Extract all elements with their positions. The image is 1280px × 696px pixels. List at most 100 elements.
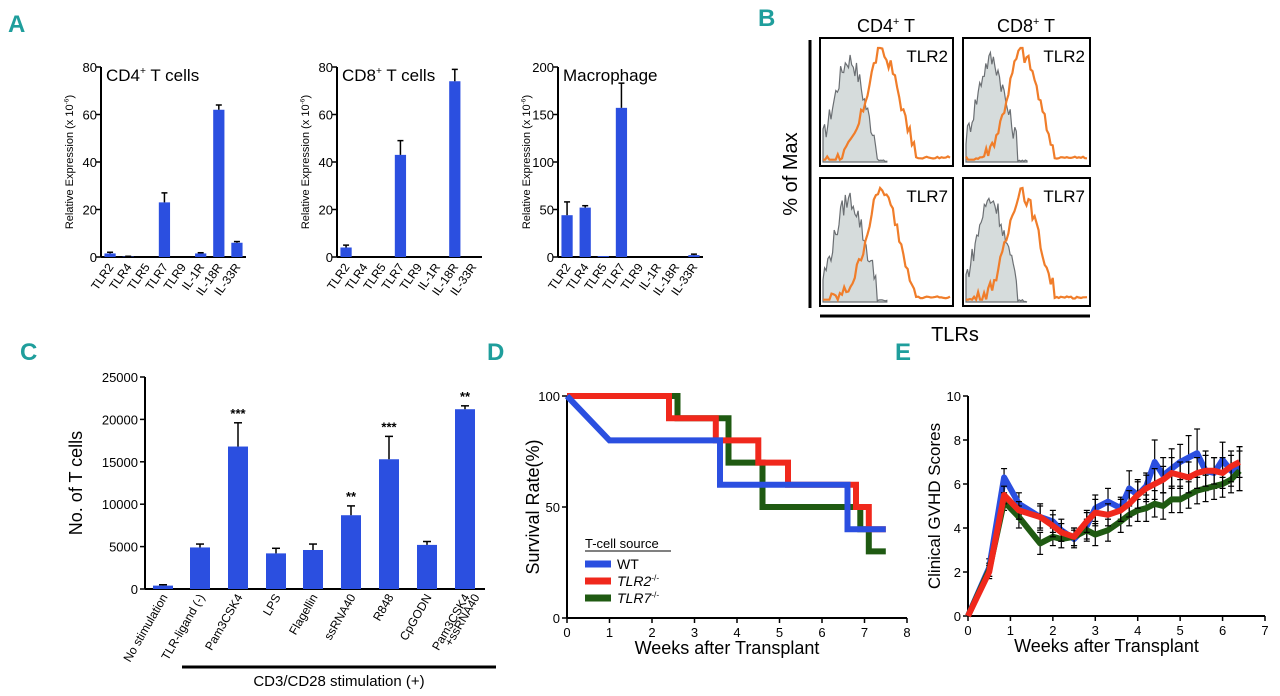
x-tick-label: Flagellin [286, 592, 320, 638]
plot-title-suffix: T cells [146, 66, 199, 85]
bar [341, 515, 361, 589]
y-axis-label-base: Relative Expression (x 10 [521, 104, 533, 229]
gvhd-line-tlr7 [965, 468, 1242, 618]
x-tick-label: LPS [260, 592, 283, 619]
x-tick-label: 2 [1049, 623, 1056, 638]
x-tick-label: 1 [606, 625, 613, 640]
y-axis-label: No. of T cells [66, 431, 86, 535]
y-tick-label: 0 [131, 582, 138, 597]
bar [340, 247, 352, 257]
histogram-marker-label: TLR7 [906, 187, 948, 206]
bar [228, 446, 248, 589]
legend-label: WT [617, 556, 639, 572]
control-histogram [965, 50, 1028, 163]
bar [158, 202, 171, 257]
y-axis-label: Survival Rate(%) [523, 439, 543, 574]
x-tick-label: 7 [861, 625, 868, 640]
bar [455, 409, 475, 589]
panel-a-plot-3: 0 50 100 150 200 Macrophage Relative Expressio… [521, 60, 703, 298]
y-tick-label: 60 [319, 108, 333, 123]
y-tick-label: 40 [319, 155, 333, 170]
tlr-stained-histogram [823, 46, 951, 162]
histogram-box: TLR2 [962, 37, 1091, 167]
x-tick-label: 5 [776, 625, 783, 640]
y-tick-label: 80 [319, 60, 333, 75]
survival-line-wt [564, 393, 886, 533]
x-tick-label: R848 [370, 591, 397, 623]
significance-marker: ** [460, 389, 471, 404]
y-tick-label: 40 [83, 155, 97, 170]
plot-title-suffix: T cells [382, 66, 435, 85]
y-tick-label: 100 [532, 155, 554, 170]
histogram-marker-label: TLR7 [1043, 187, 1085, 206]
bar [213, 109, 225, 257]
plot-title-sup: + [376, 66, 382, 77]
y-axis-label-base: Relative Expression (x 10 [300, 104, 312, 229]
tlr-stained-histogram [823, 185, 951, 303]
bar [561, 215, 573, 257]
plot-title-sup: + [140, 66, 146, 77]
bar [231, 242, 243, 257]
y-axis-label-suffix: ) [521, 95, 533, 99]
legend-title: T-cell source [585, 536, 659, 551]
x-tick-label: ssRNA40 [321, 591, 359, 642]
y-axis-label-suffix: ) [64, 95, 76, 99]
control-histogram [965, 196, 1028, 303]
y-tick-label: 200 [532, 60, 554, 75]
x-tick-label: CpGODN [397, 592, 435, 643]
column-header-cd8-base: CD8 [997, 16, 1033, 36]
y-tick-label: 0 [326, 250, 333, 265]
y-axis-label-sup: -6 [64, 98, 71, 104]
column-header-cd4-suffix: T [899, 16, 915, 36]
bar [394, 154, 407, 257]
y-tick-label: 6 [954, 477, 961, 492]
x-tick-label: 4 [1134, 623, 1141, 638]
bar [449, 81, 461, 257]
y-axis-label: Clinical GVHD Scores [925, 423, 944, 589]
survival-line-tlr2 [567, 393, 886, 533]
panel-label-e: E [895, 339, 911, 366]
significance-marker: *** [230, 406, 246, 421]
y-tick-label: 0 [90, 250, 97, 265]
x-axis-label: Weeks after Transplant [1014, 636, 1199, 656]
bar [688, 255, 700, 257]
tlr-stained-histogram [965, 46, 1088, 161]
y-tick-label: 50 [546, 500, 560, 515]
y-axis-label: % of Max [780, 132, 802, 215]
plot-title: CD8+ T cells [342, 66, 435, 85]
y-tick-label: 5000 [109, 540, 138, 555]
panel-a-plot-2: 0 20 40 60 80 CD8+ T cells Relative Expression… [300, 60, 482, 298]
panel-label-a: A [8, 11, 25, 38]
histogram-box: TLR7 [962, 177, 1091, 307]
bar [266, 553, 286, 589]
histogram-box: TLR2 [819, 37, 954, 167]
column-header-cd8: CD8+ T [997, 16, 1055, 36]
x-tick-label: 4 [733, 625, 740, 640]
panel-label-b: B [758, 5, 775, 32]
x-tick-label: 1 [1007, 623, 1014, 638]
panel-e-gvhd-scores: 0 2 4 6 8 10 0 1 2 3 4 5 6 7 Clinical GVHD Scores Weeks… [925, 389, 1269, 656]
plot-title-base: CD8 [342, 66, 376, 85]
control-histogram [822, 192, 888, 303]
y-tick-label: 60 [83, 108, 97, 123]
y-tick-label: 8 [954, 433, 961, 448]
y-axis-label: Relative Expression (x 10-6) [521, 95, 533, 229]
bar [597, 256, 609, 257]
column-header-cd4-base: CD4 [857, 16, 893, 36]
survival-line-tlr7 [567, 393, 886, 555]
y-tick-label: 0 [954, 609, 961, 624]
y-axis-label-base: Relative Expression (x 10 [64, 104, 76, 229]
y-tick-label: 100 [538, 389, 560, 404]
x-axis-label: Weeks after Transplant [635, 638, 820, 658]
histogram-marker-label: TLR2 [906, 47, 948, 66]
bar [153, 585, 173, 589]
y-tick-label: 0 [547, 250, 554, 265]
y-tick-label: 20000 [102, 412, 138, 427]
legend-label-base: WT [617, 556, 639, 572]
x-tick-label: 3 [691, 625, 698, 640]
y-tick-label: 20 [83, 203, 97, 218]
column-header-cd8-suffix: T [1039, 16, 1055, 36]
y-tick-label: 10000 [102, 497, 138, 512]
